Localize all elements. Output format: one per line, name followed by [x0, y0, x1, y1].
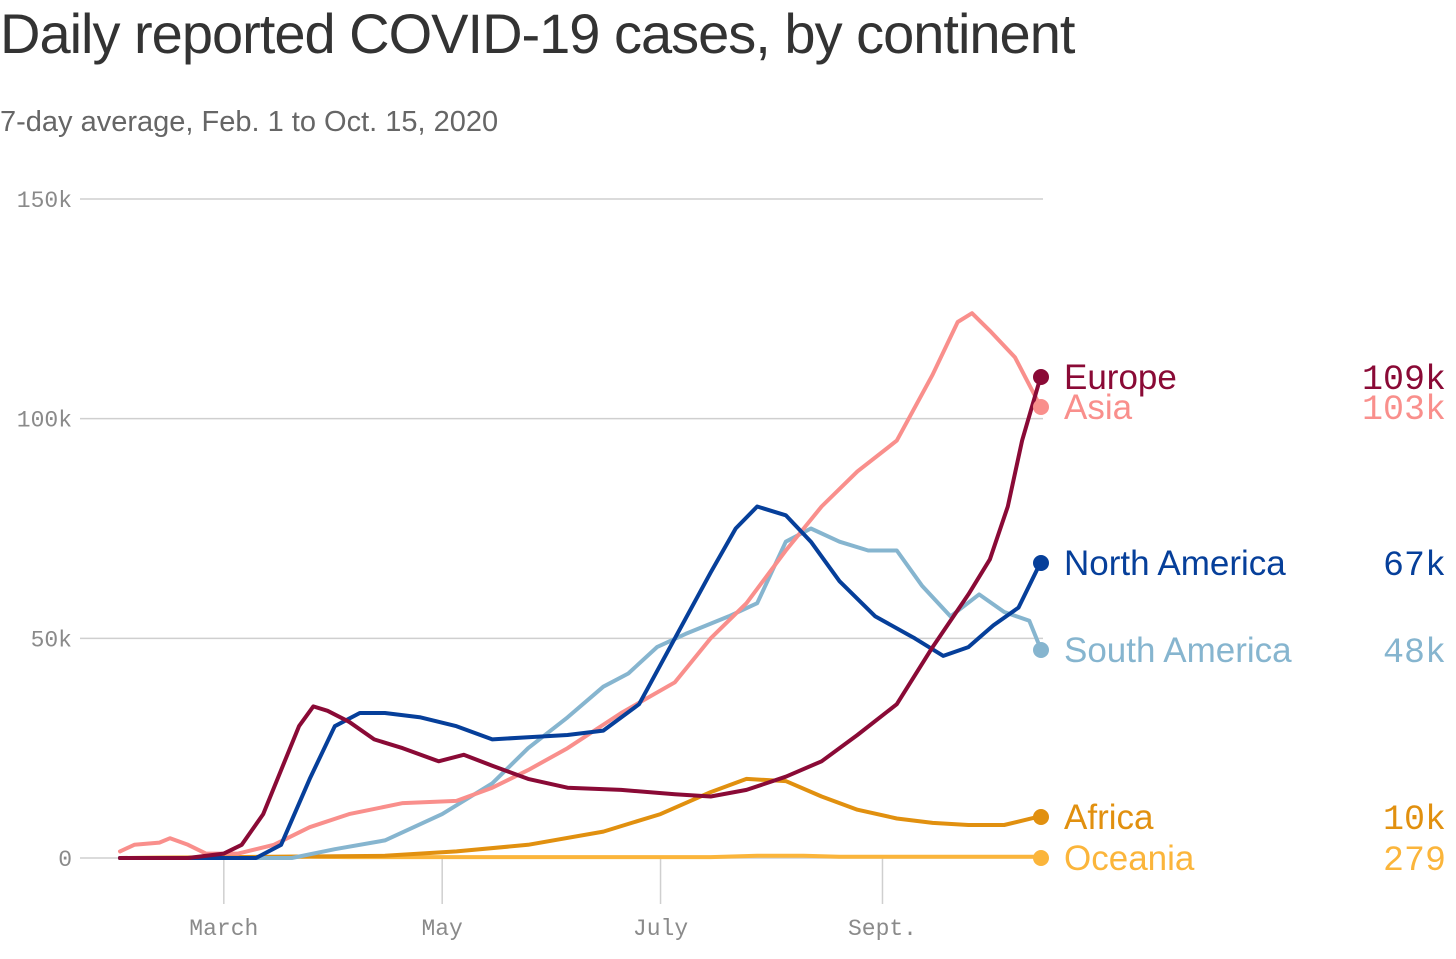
series-label-africa: Africa — [1064, 798, 1154, 837]
series-line-south-america — [118, 526, 1042, 860]
series-label-south-america: South America — [1064, 631, 1292, 670]
y-tick-label: 50k — [31, 627, 72, 653]
series-value-north-america: 67k — [1383, 546, 1446, 586]
series-label-asia: Asia — [1064, 388, 1133, 427]
x-axis: March May July Sept. — [189, 858, 917, 942]
series-line-africa — [118, 776, 1042, 860]
series-value-europe: 109k — [1362, 360, 1446, 400]
end-dot-south-america — [1033, 642, 1049, 658]
series-lines — [118, 311, 1042, 860]
series-value-africa: 10k — [1383, 800, 1446, 840]
x-tick-label: March — [189, 916, 258, 942]
y-tick-label: 0 — [58, 847, 72, 873]
x-tick-label: July — [633, 916, 688, 942]
y-tick-label: 100k — [17, 408, 72, 434]
y-axis: 0 50k 100k 150k — [17, 188, 72, 873]
series-label-oceania: Oceania — [1064, 839, 1195, 878]
end-dot-asia — [1033, 399, 1049, 415]
x-tick-label: May — [421, 916, 463, 942]
series-labels: Europe 109k Asia 103k North America 67k South … — [1033, 358, 1446, 881]
series-line-europe — [118, 377, 1042, 860]
series-line-asia — [118, 311, 1042, 856]
series-value-oceania: 279 — [1383, 841, 1446, 881]
y-tick-label: 150k — [17, 188, 72, 214]
end-dot-africa — [1033, 809, 1049, 825]
end-dot-north-america — [1033, 555, 1049, 571]
grid-lines — [80, 198, 1043, 859]
series-label-europe: Europe — [1064, 358, 1177, 397]
series-label-north-america: North America — [1064, 544, 1286, 583]
end-dot-europe — [1033, 369, 1049, 385]
series-value-asia: 103k — [1362, 390, 1446, 430]
x-tick-label: Sept. — [848, 916, 917, 942]
chart-subtitle: 7-day average, Feb. 1 to Oct. 15, 2020 — [0, 106, 499, 138]
chart-title: Daily reported COVID-19 cases, by contin… — [0, 2, 1075, 65]
end-dot-oceania — [1033, 850, 1049, 866]
series-value-south-america: 48k — [1383, 633, 1446, 673]
